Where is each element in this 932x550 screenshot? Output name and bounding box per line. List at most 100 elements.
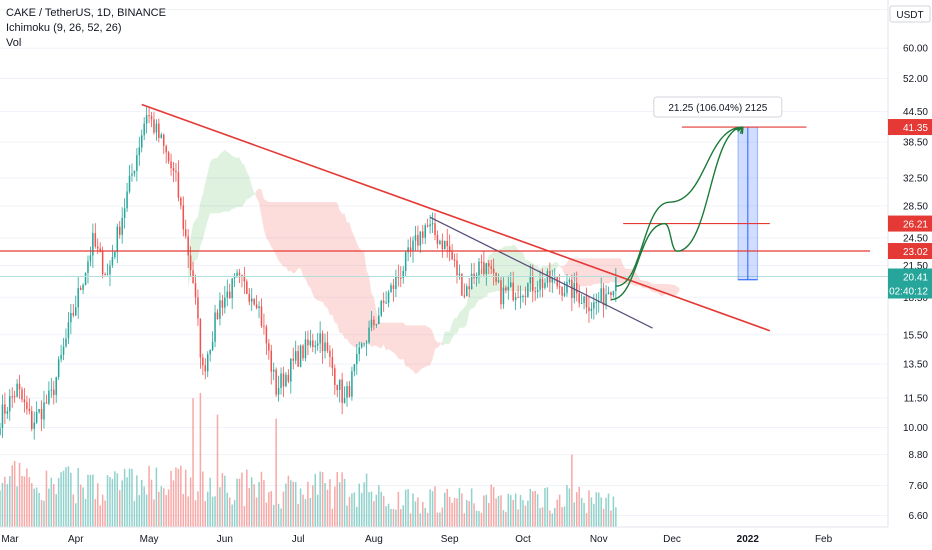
candle[interactable] — [11, 387, 13, 408]
candle[interactable] — [280, 367, 282, 395]
candle[interactable] — [282, 366, 285, 397]
candle[interactable] — [211, 331, 214, 352]
candle[interactable] — [368, 320, 370, 345]
projection-path-6[interactable] — [615, 126, 743, 287]
candle[interactable] — [412, 236, 414, 263]
candle[interactable] — [177, 160, 180, 202]
candle[interactable] — [492, 258, 495, 286]
candle[interactable] — [451, 244, 453, 261]
candle[interactable] — [260, 298, 263, 328]
candle[interactable] — [497, 273, 500, 284]
candle[interactable] — [419, 231, 422, 253]
candle[interactable] — [478, 258, 480, 284]
candle[interactable] — [363, 342, 365, 348]
candle[interactable] — [402, 266, 404, 284]
candle[interactable] — [436, 230, 439, 249]
candle[interactable] — [162, 133, 165, 155]
candle[interactable] — [463, 283, 466, 299]
candle[interactable] — [539, 270, 541, 298]
candle[interactable] — [431, 212, 434, 234]
candle[interactable] — [50, 377, 53, 398]
candle[interactable] — [544, 278, 546, 290]
drawing-annotations[interactable]: 21.25 (106.04%) 2125 — [0, 96, 888, 332]
candle[interactable] — [370, 310, 373, 332]
price-axis[interactable]: 72.0060.0052.0044.5038.5032.5028.5024.50… — [887, 0, 932, 550]
candle[interactable] — [480, 254, 483, 275]
candle[interactable] — [488, 260, 490, 275]
candle[interactable] — [524, 286, 527, 306]
candle[interactable] — [1, 394, 4, 438]
candle[interactable] — [375, 323, 378, 328]
candle[interactable] — [221, 294, 224, 316]
candle[interactable] — [0, 422, 1, 436]
candle[interactable] — [382, 292, 385, 312]
candle[interactable] — [510, 272, 512, 288]
candle[interactable] — [167, 150, 170, 164]
symbol-title[interactable]: CAKE / TetherUS, 1D, BINANCE — [6, 7, 166, 19]
candle[interactable] — [568, 277, 571, 285]
candle[interactable] — [106, 263, 109, 276]
candle[interactable] — [531, 264, 534, 303]
candle[interactable] — [62, 337, 65, 361]
candle[interactable] — [79, 285, 82, 291]
candle[interactable] — [336, 384, 339, 398]
candle[interactable] — [9, 389, 11, 421]
candle[interactable] — [65, 328, 67, 348]
candle[interactable] — [265, 324, 268, 355]
candle[interactable] — [150, 111, 153, 128]
candle[interactable] — [321, 330, 324, 364]
candle[interactable] — [597, 292, 600, 313]
candle[interactable] — [123, 198, 126, 229]
candle[interactable] — [109, 260, 111, 287]
candle[interactable] — [404, 250, 407, 277]
candle[interactable] — [331, 348, 334, 377]
candle[interactable] — [214, 304, 216, 348]
candle[interactable] — [556, 276, 558, 290]
candle[interactable] — [409, 236, 412, 258]
candle[interactable] — [45, 394, 48, 404]
candle[interactable] — [143, 117, 145, 141]
candle[interactable] — [514, 292, 517, 311]
candle[interactable] — [202, 353, 204, 376]
ichimoku-legend[interactable]: Ichimoku (9, 26, 52, 26) — [6, 22, 122, 34]
candle[interactable] — [338, 379, 341, 403]
candle[interactable] — [153, 112, 155, 135]
candle[interactable] — [444, 240, 446, 250]
candle[interactable] — [580, 293, 583, 305]
candle[interactable] — [434, 212, 436, 241]
candle[interactable] — [187, 229, 189, 268]
candle[interactable] — [414, 225, 417, 252]
candle[interactable] — [194, 274, 197, 305]
candle[interactable] — [294, 340, 297, 365]
candle[interactable] — [199, 318, 202, 369]
candle[interactable] — [517, 285, 519, 299]
candle[interactable] — [553, 268, 556, 284]
candle[interactable] — [158, 118, 160, 143]
candle[interactable] — [578, 284, 580, 308]
candlestick-series[interactable] — [0, 106, 617, 440]
candle[interactable] — [519, 285, 522, 309]
candle[interactable] — [312, 333, 314, 353]
candle[interactable] — [468, 277, 470, 298]
candle[interactable] — [424, 223, 426, 245]
candle[interactable] — [96, 238, 99, 255]
candle[interactable] — [57, 356, 60, 381]
candle[interactable] — [28, 398, 31, 415]
candle[interactable] — [77, 276, 79, 319]
candle[interactable] — [216, 308, 219, 320]
candle[interactable] — [360, 341, 363, 349]
candle[interactable] — [31, 406, 33, 432]
candle[interactable] — [343, 386, 346, 404]
candle[interactable] — [407, 239, 409, 262]
candle[interactable] — [595, 293, 598, 315]
candle[interactable] — [148, 107, 150, 124]
candle[interactable] — [70, 304, 72, 335]
channel-trendline[interactable] — [429, 216, 653, 329]
candle[interactable] — [612, 290, 615, 298]
candle[interactable] — [307, 330, 309, 356]
candle[interactable] — [238, 268, 241, 283]
candle[interactable] — [458, 264, 461, 280]
candle[interactable] — [275, 367, 277, 397]
candle[interactable] — [588, 295, 590, 323]
candle[interactable] — [285, 371, 287, 388]
